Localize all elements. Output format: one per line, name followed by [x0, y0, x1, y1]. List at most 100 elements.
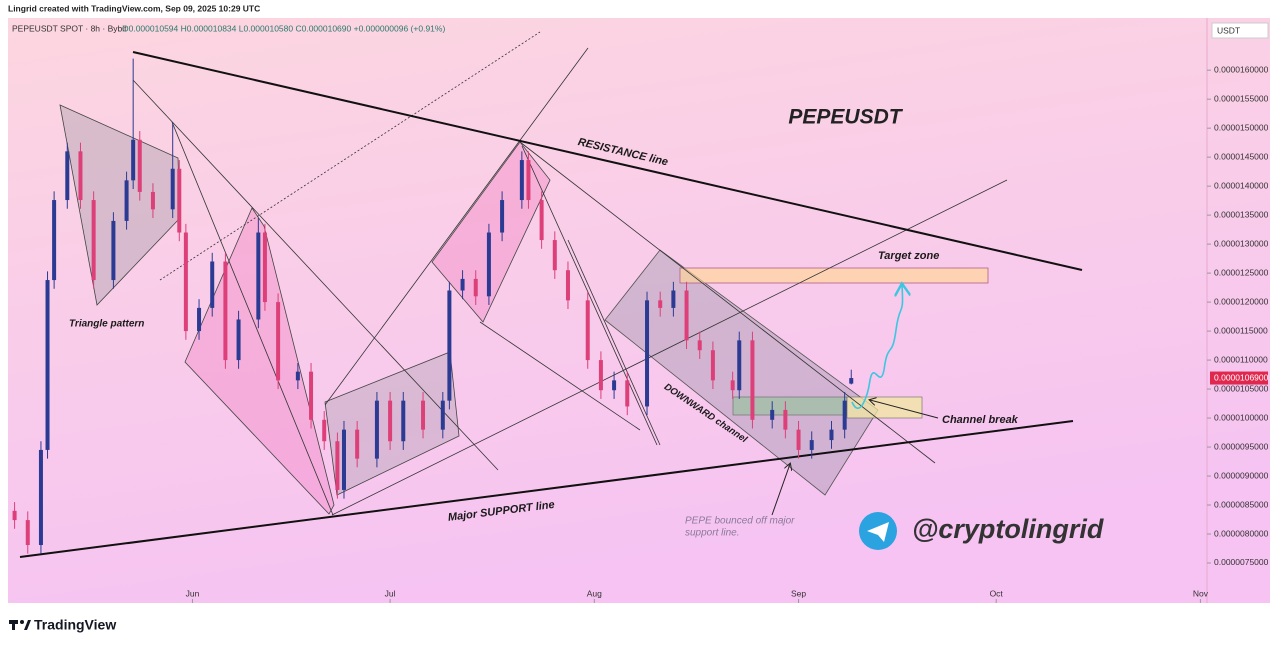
y-tick-label: 0.0000080000 [1214, 528, 1269, 538]
y-tick-label: 0.0000160000 [1214, 64, 1269, 74]
x-tick-label: Sep [791, 588, 806, 598]
y-tick-label: 0.0000140000 [1214, 180, 1269, 190]
candle-body [137, 139, 142, 192]
candle-body [440, 400, 445, 430]
candle-body [335, 441, 340, 490]
candle-body [124, 180, 129, 221]
symbol: PEPEUSDT SPOT · 8h · Bybit [12, 23, 127, 33]
x-tick-label: Oct [990, 588, 1004, 598]
candle-body [671, 290, 676, 308]
chart-background [8, 18, 1270, 603]
candle-body [197, 307, 202, 332]
candle-body [645, 300, 650, 407]
candle-body [473, 278, 478, 297]
last-price-label: 0.0000106900 [1214, 372, 1269, 382]
candle-body [341, 429, 346, 490]
candle-body [697, 340, 702, 351]
candle-body [183, 232, 188, 332]
candle-body [210, 261, 215, 308]
candle-body [170, 168, 175, 210]
candle-body [374, 400, 379, 459]
candle-body [295, 371, 300, 381]
y-tick-label: 0.0000095000 [1214, 441, 1269, 451]
candle-body [256, 232, 261, 320]
candle-body [38, 449, 43, 546]
candle-body [809, 440, 814, 450]
currency: USDT [1217, 25, 1240, 35]
candle-body [519, 160, 524, 201]
candle-body [770, 409, 775, 420]
x-tick-label: Nov [1193, 588, 1209, 598]
candle-body [78, 151, 83, 201]
candles [12, 58, 854, 554]
candle-body [52, 200, 57, 281]
candle-body [796, 429, 801, 450]
candle-body [150, 191, 155, 210]
candle-body [12, 510, 17, 521]
candle-body [131, 139, 136, 181]
candle-body [526, 160, 531, 201]
credit: Lingrid created with TradingView.com, Se… [8, 3, 260, 13]
candle-body [783, 409, 788, 430]
y-tick-label: 0.0000125000 [1214, 267, 1269, 277]
y-tick-label: 0.0000135000 [1214, 209, 1269, 219]
last-price-box [1210, 371, 1268, 385]
y-tick-label: 0.0000130000 [1214, 238, 1269, 248]
x-tick-label: Jul [385, 588, 396, 598]
y-tick-label: 0.0000115000 [1214, 325, 1268, 335]
candle-body [658, 300, 663, 308]
y-tick-label: 0.0000090000 [1214, 470, 1269, 480]
watermark: @cryptolingrid [912, 514, 1104, 544]
y-tick-label: 0.0000145000 [1214, 151, 1269, 161]
annotation: Channel break [942, 414, 1019, 426]
candle-body [565, 270, 570, 301]
y-tick-label: 0.0000085000 [1214, 499, 1269, 509]
candle-body [65, 151, 70, 201]
annotation: Triangle pattern [69, 319, 144, 330]
annotation: support line. [685, 528, 739, 539]
ohlc: O0.000010594 H0.000010834 L0.000010580 C… [122, 23, 445, 33]
candle-body [684, 290, 689, 341]
y-tick-label: 0.0000155000 [1214, 93, 1269, 103]
candle-body [177, 168, 182, 233]
candle-body [421, 400, 426, 430]
candle-body [612, 380, 617, 391]
candle-body [111, 220, 116, 281]
candle-body [45, 280, 50, 450]
candle-body [276, 302, 281, 381]
candle-body [710, 350, 715, 381]
candle-body [447, 290, 452, 401]
candle-body [842, 400, 847, 430]
candle-body [223, 261, 228, 361]
candle-body [598, 360, 603, 391]
y-tick-label: 0.0000075000 [1214, 557, 1269, 567]
y-tick-label: 0.0000150000 [1214, 122, 1269, 132]
y-tick-label: 0.0000105000 [1214, 383, 1269, 393]
candle-body [750, 340, 755, 420]
footer-brand: TradingView [34, 617, 116, 633]
annotation: PEPE bounced off major [685, 516, 795, 527]
candle-body [730, 380, 735, 391]
y-tick-label: 0.0000100000 [1214, 412, 1269, 422]
candle-body [388, 400, 393, 442]
candle-body [309, 371, 314, 420]
candle-body [460, 278, 465, 291]
y-tick-label: 0.0000120000 [1214, 296, 1269, 306]
candle-body [91, 200, 96, 281]
candle-body [829, 429, 834, 441]
currency-box [1211, 22, 1269, 39]
candle-body [322, 419, 327, 442]
candle-body [262, 232, 267, 303]
candle-body [585, 300, 590, 361]
candle-body [625, 380, 630, 407]
candle-body [236, 319, 241, 361]
candle-body [737, 340, 742, 391]
candle-body [25, 520, 30, 546]
candle-body [552, 240, 557, 271]
chart-title: PEPEUSDT [788, 106, 903, 129]
x-tick-label: Aug [587, 588, 602, 598]
x-tick-label: Jun [186, 588, 200, 598]
annotation: Target zone [878, 250, 939, 262]
candle-body [539, 200, 544, 241]
